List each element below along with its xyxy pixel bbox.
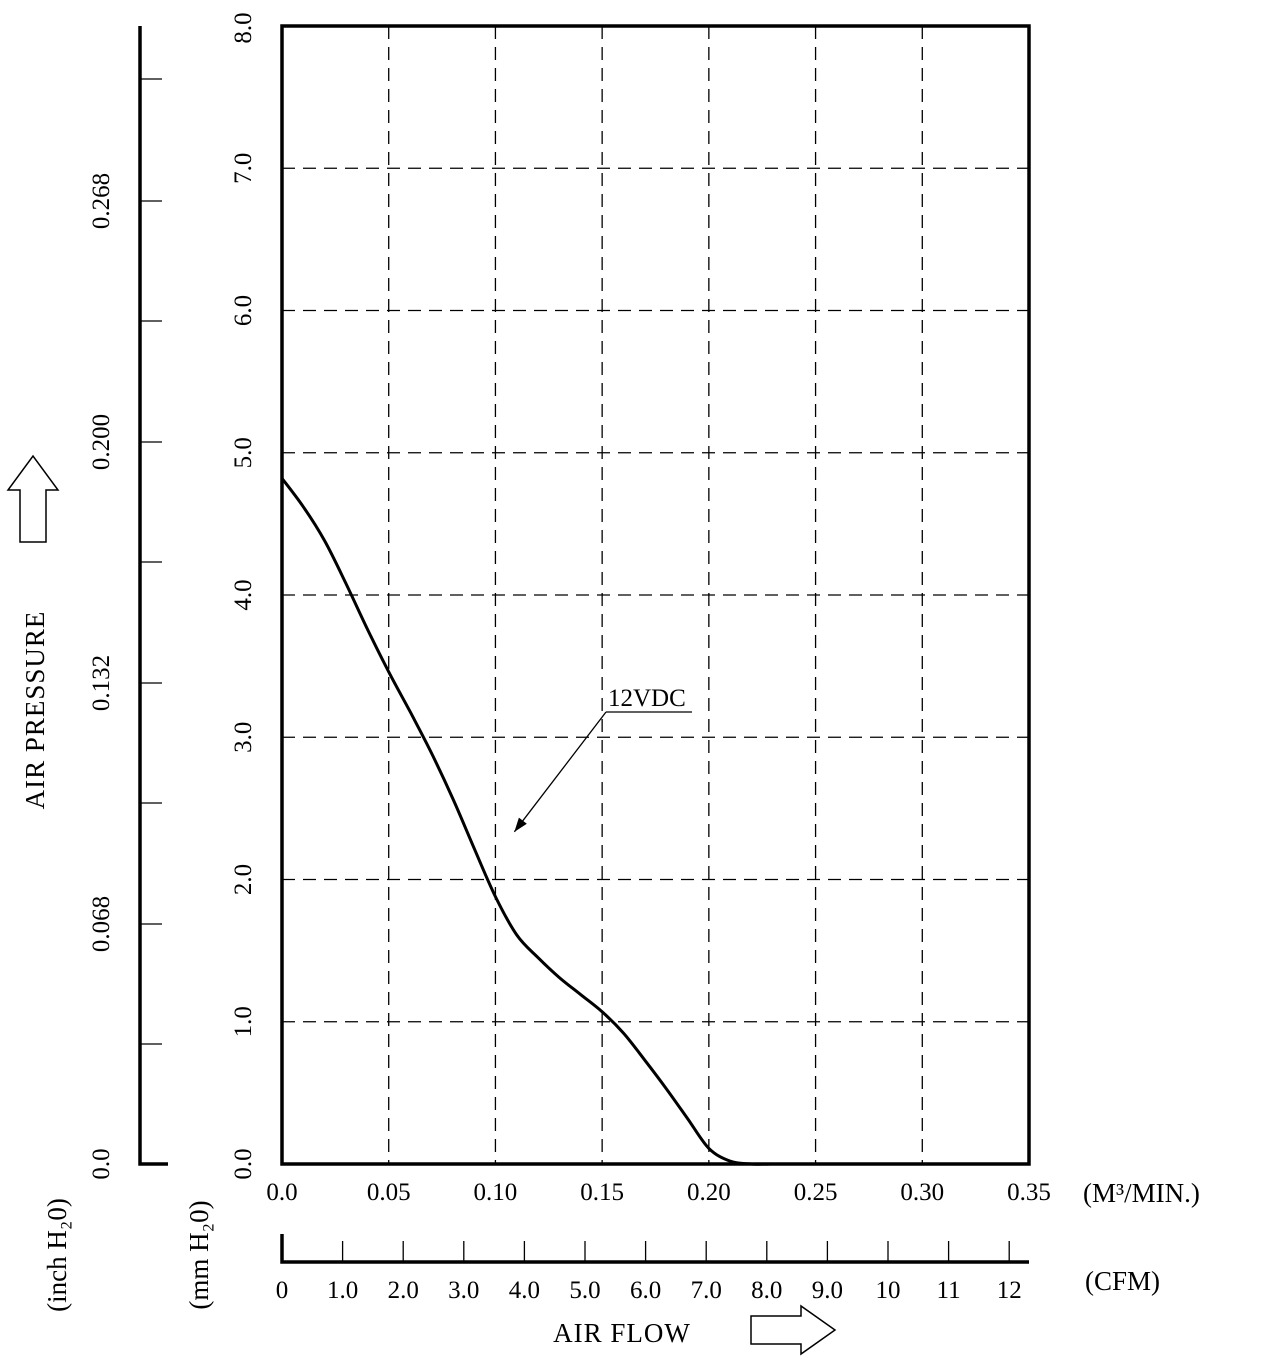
cfm-tick-label: 12 [997,1277,1022,1304]
cfm-axis-line [280,1234,1029,1264]
series-line-12vdc [280,477,771,1166]
y-tick-label: 4.0 [230,579,257,610]
inch-tick-label: 0.068 [88,896,115,952]
y-tick-label: 1.0 [230,1006,257,1037]
cfm-tick-label: 7.0 [691,1277,722,1304]
y-tick-label: 5.0 [230,437,257,468]
x-axis-unit-m3: (M³/MIN.) [1083,1178,1200,1208]
x-tick-labels: 0.0 0.05 0.10 0.15 0.20 0.25 0.30 0.35 [266,1179,1051,1206]
cfm-tick-label: 9.0 [812,1277,843,1304]
x-tick-label: 0.30 [900,1179,944,1206]
cfm-tick-label: 6.0 [630,1277,661,1304]
grid-lines [282,26,1029,1164]
x-tick-label: 0.25 [794,1179,838,1206]
y-axis-title: AIR PRESSURE [20,611,50,810]
cfm-tick-label: 3.0 [448,1277,479,1304]
plot-frame [280,24,1031,1166]
series-label-12vdc: 12VDC [608,685,686,712]
x-axis-unit-cfm: (CFM) [1085,1266,1160,1296]
annotation-leader-line [513,711,607,833]
y-tick-label: 2.0 [230,864,257,895]
x-tick-label: 0.35 [1007,1179,1051,1206]
y-tick-label: 3.0 [230,722,257,753]
y-tick-label: 0.0 [230,1148,257,1179]
cfm-tick-label: 4.0 [509,1277,540,1304]
y-axis-unit-mm: (mm H₂0) [184,1200,214,1309]
cfm-tick-label: 1.0 [327,1277,358,1304]
y-tick-label: 6.0 [230,295,257,326]
inch-tick-label: 0.268 [88,173,115,229]
y-tick-label: 8.0 [230,12,257,43]
cfm-tick-label: 5.0 [569,1277,600,1304]
up-arrow-icon [6,454,60,543]
inch-tick-label: 0.132 [88,655,115,711]
annotation-arrowhead [514,817,527,832]
y-axis-unit-inch: (inch H₂0) [42,1198,72,1312]
cfm-tick-label: 0 [276,1277,289,1304]
y-tick-label: 7.0 [230,153,257,184]
cfm-tick-label: 8.0 [751,1277,782,1304]
cfm-tick-label: 10 [876,1277,901,1304]
cfm-tick-label: 11 [937,1277,961,1304]
y-tick-labels: 0.0 1.0 2.0 3.0 4.0 5.0 6.0 7.0 8.0 [230,12,257,1179]
inch-axis-line [138,26,168,1166]
cfm-tick-labels: 0 1.0 2.0 3.0 4.0 5.0 6.0 7.0 8.0 9.0 10 11 12 [276,1277,1022,1304]
series-annotation-12vdc: 12VDC [513,685,692,833]
inch-tick-label: 0.200 [88,414,115,470]
cfm-tick-label: 2.0 [388,1277,419,1304]
x-tick-label: 0.0 [266,1179,297,1206]
inch-tick-label: 0.0 [88,1148,115,1179]
inch-h2o-axis [138,26,168,1166]
cfm-axis [280,1234,1029,1264]
right-arrow-icon [750,1304,837,1356]
inch-tick-labels: 0.0 0.068 0.132 0.200 0.268 [88,173,115,1180]
x-tick-label: 0.20 [687,1179,731,1206]
x-tick-label: 0.05 [367,1179,411,1206]
x-axis-title: AIR FLOW [553,1318,691,1348]
x-tick-label: 0.10 [474,1179,518,1206]
x-tick-label: 0.15 [580,1179,624,1206]
